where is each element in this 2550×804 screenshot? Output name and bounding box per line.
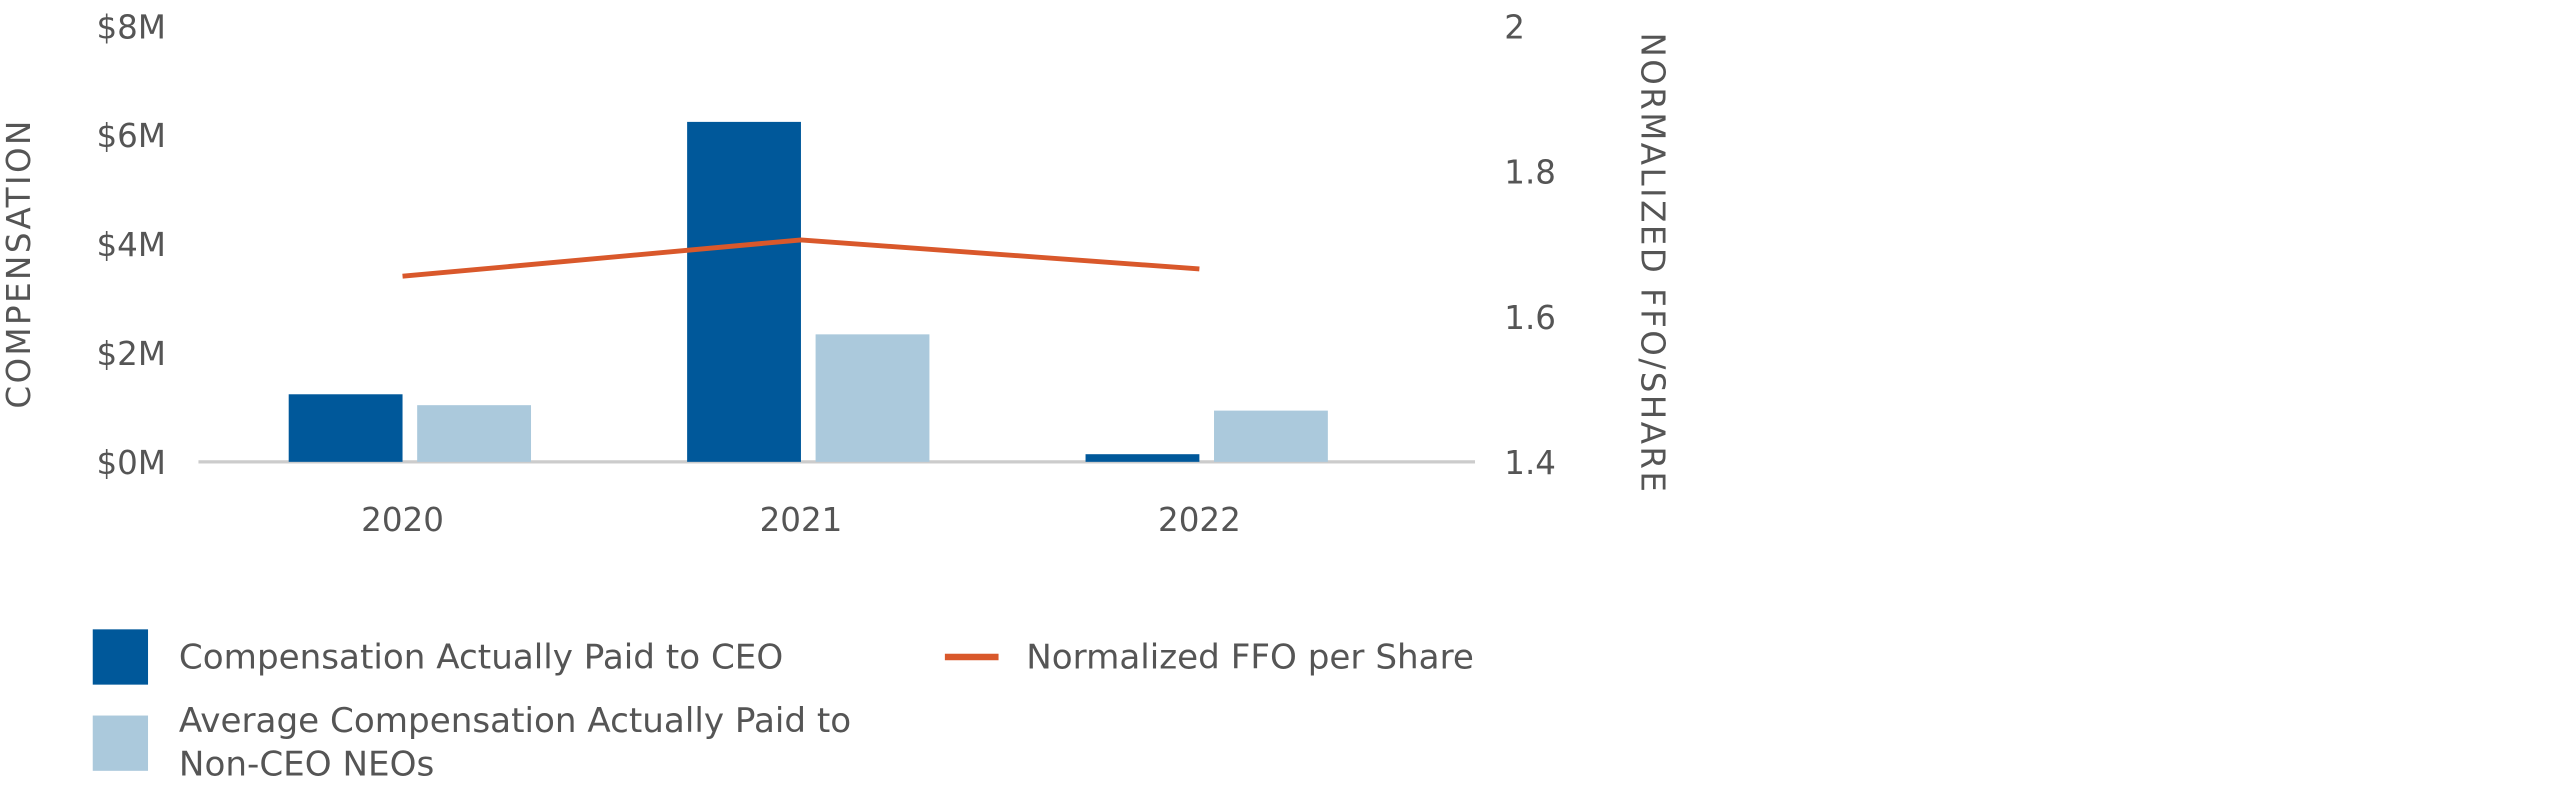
legend-swatch <box>944 653 999 661</box>
bar <box>815 334 930 462</box>
legend-label-box: Average Compensation Actually Paid to No… <box>178 700 852 784</box>
legend-swatch <box>92 629 149 685</box>
legend-label: Normalized FFO per Share <box>1026 636 1474 676</box>
y-axis-title: COMPENSATION <box>0 118 38 408</box>
y2-tick-label: 1.4 <box>1504 444 1556 482</box>
legend-label: Compensation Actually Paid to CEO <box>178 636 784 676</box>
legend-swatch <box>92 715 149 771</box>
line-series <box>402 237 1200 279</box>
x-tick-label: 2020 <box>361 501 444 539</box>
x-tick-label: 2022 <box>1158 501 1241 539</box>
legend-label-box: Compensation Actually Paid to CEO <box>178 636 784 676</box>
y-tick-label: $0M <box>96 444 165 482</box>
y-tick-label: $8M <box>96 8 165 46</box>
bar <box>687 121 801 462</box>
y2-tick-label: 1.8 <box>1504 154 1556 192</box>
y2-tick-label: 1.6 <box>1504 299 1556 337</box>
bar <box>417 405 532 462</box>
y-tick-label: $6M <box>96 117 165 155</box>
bar <box>1214 410 1328 462</box>
y-tick-label: $4M <box>96 226 165 264</box>
y-tick-label: $2M <box>96 335 165 373</box>
legend-label: Average Compensation Actually Paid to No… <box>178 700 852 784</box>
x-tick-label: 2021 <box>760 501 843 539</box>
bar <box>288 394 403 462</box>
bar <box>1085 454 1200 462</box>
y2-tick-label: 2 <box>1504 8 1525 46</box>
legend-label-box: Normalized FFO per Share <box>1026 636 1474 676</box>
y2-axis-title: NORMALIZED FFO/SHARE <box>1634 32 1672 494</box>
